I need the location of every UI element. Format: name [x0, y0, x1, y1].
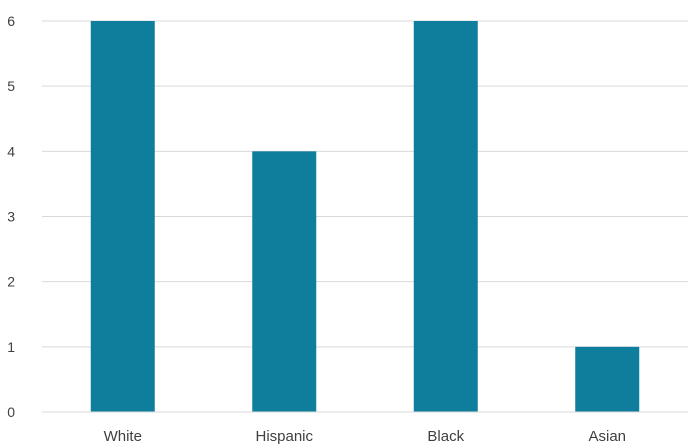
x-category-label-asian: Asian [588, 428, 626, 445]
x-category-label-black: Black [427, 428, 464, 445]
y-tick-label: 1 [7, 339, 15, 355]
y-tick-label: 0 [7, 404, 15, 420]
y-tick-label: 5 [7, 78, 15, 94]
bar-hispanic [252, 151, 317, 413]
bar-asian [575, 346, 640, 412]
bars [90, 21, 640, 413]
x-category-label-white: White [104, 428, 142, 445]
bar-black [413, 21, 478, 412]
x-axis-category-labels: White Hispanic Black Asian [104, 428, 626, 445]
y-axis-tick-labels: 0 1 2 3 4 5 6 [7, 13, 15, 420]
y-tick-label: 3 [7, 209, 15, 225]
y-tick-label: 4 [7, 143, 15, 159]
y-tick-label: 2 [7, 274, 15, 290]
bar-white [90, 21, 155, 412]
y-tick-label: 6 [7, 13, 15, 29]
x-category-label-hispanic: Hispanic [255, 428, 313, 445]
